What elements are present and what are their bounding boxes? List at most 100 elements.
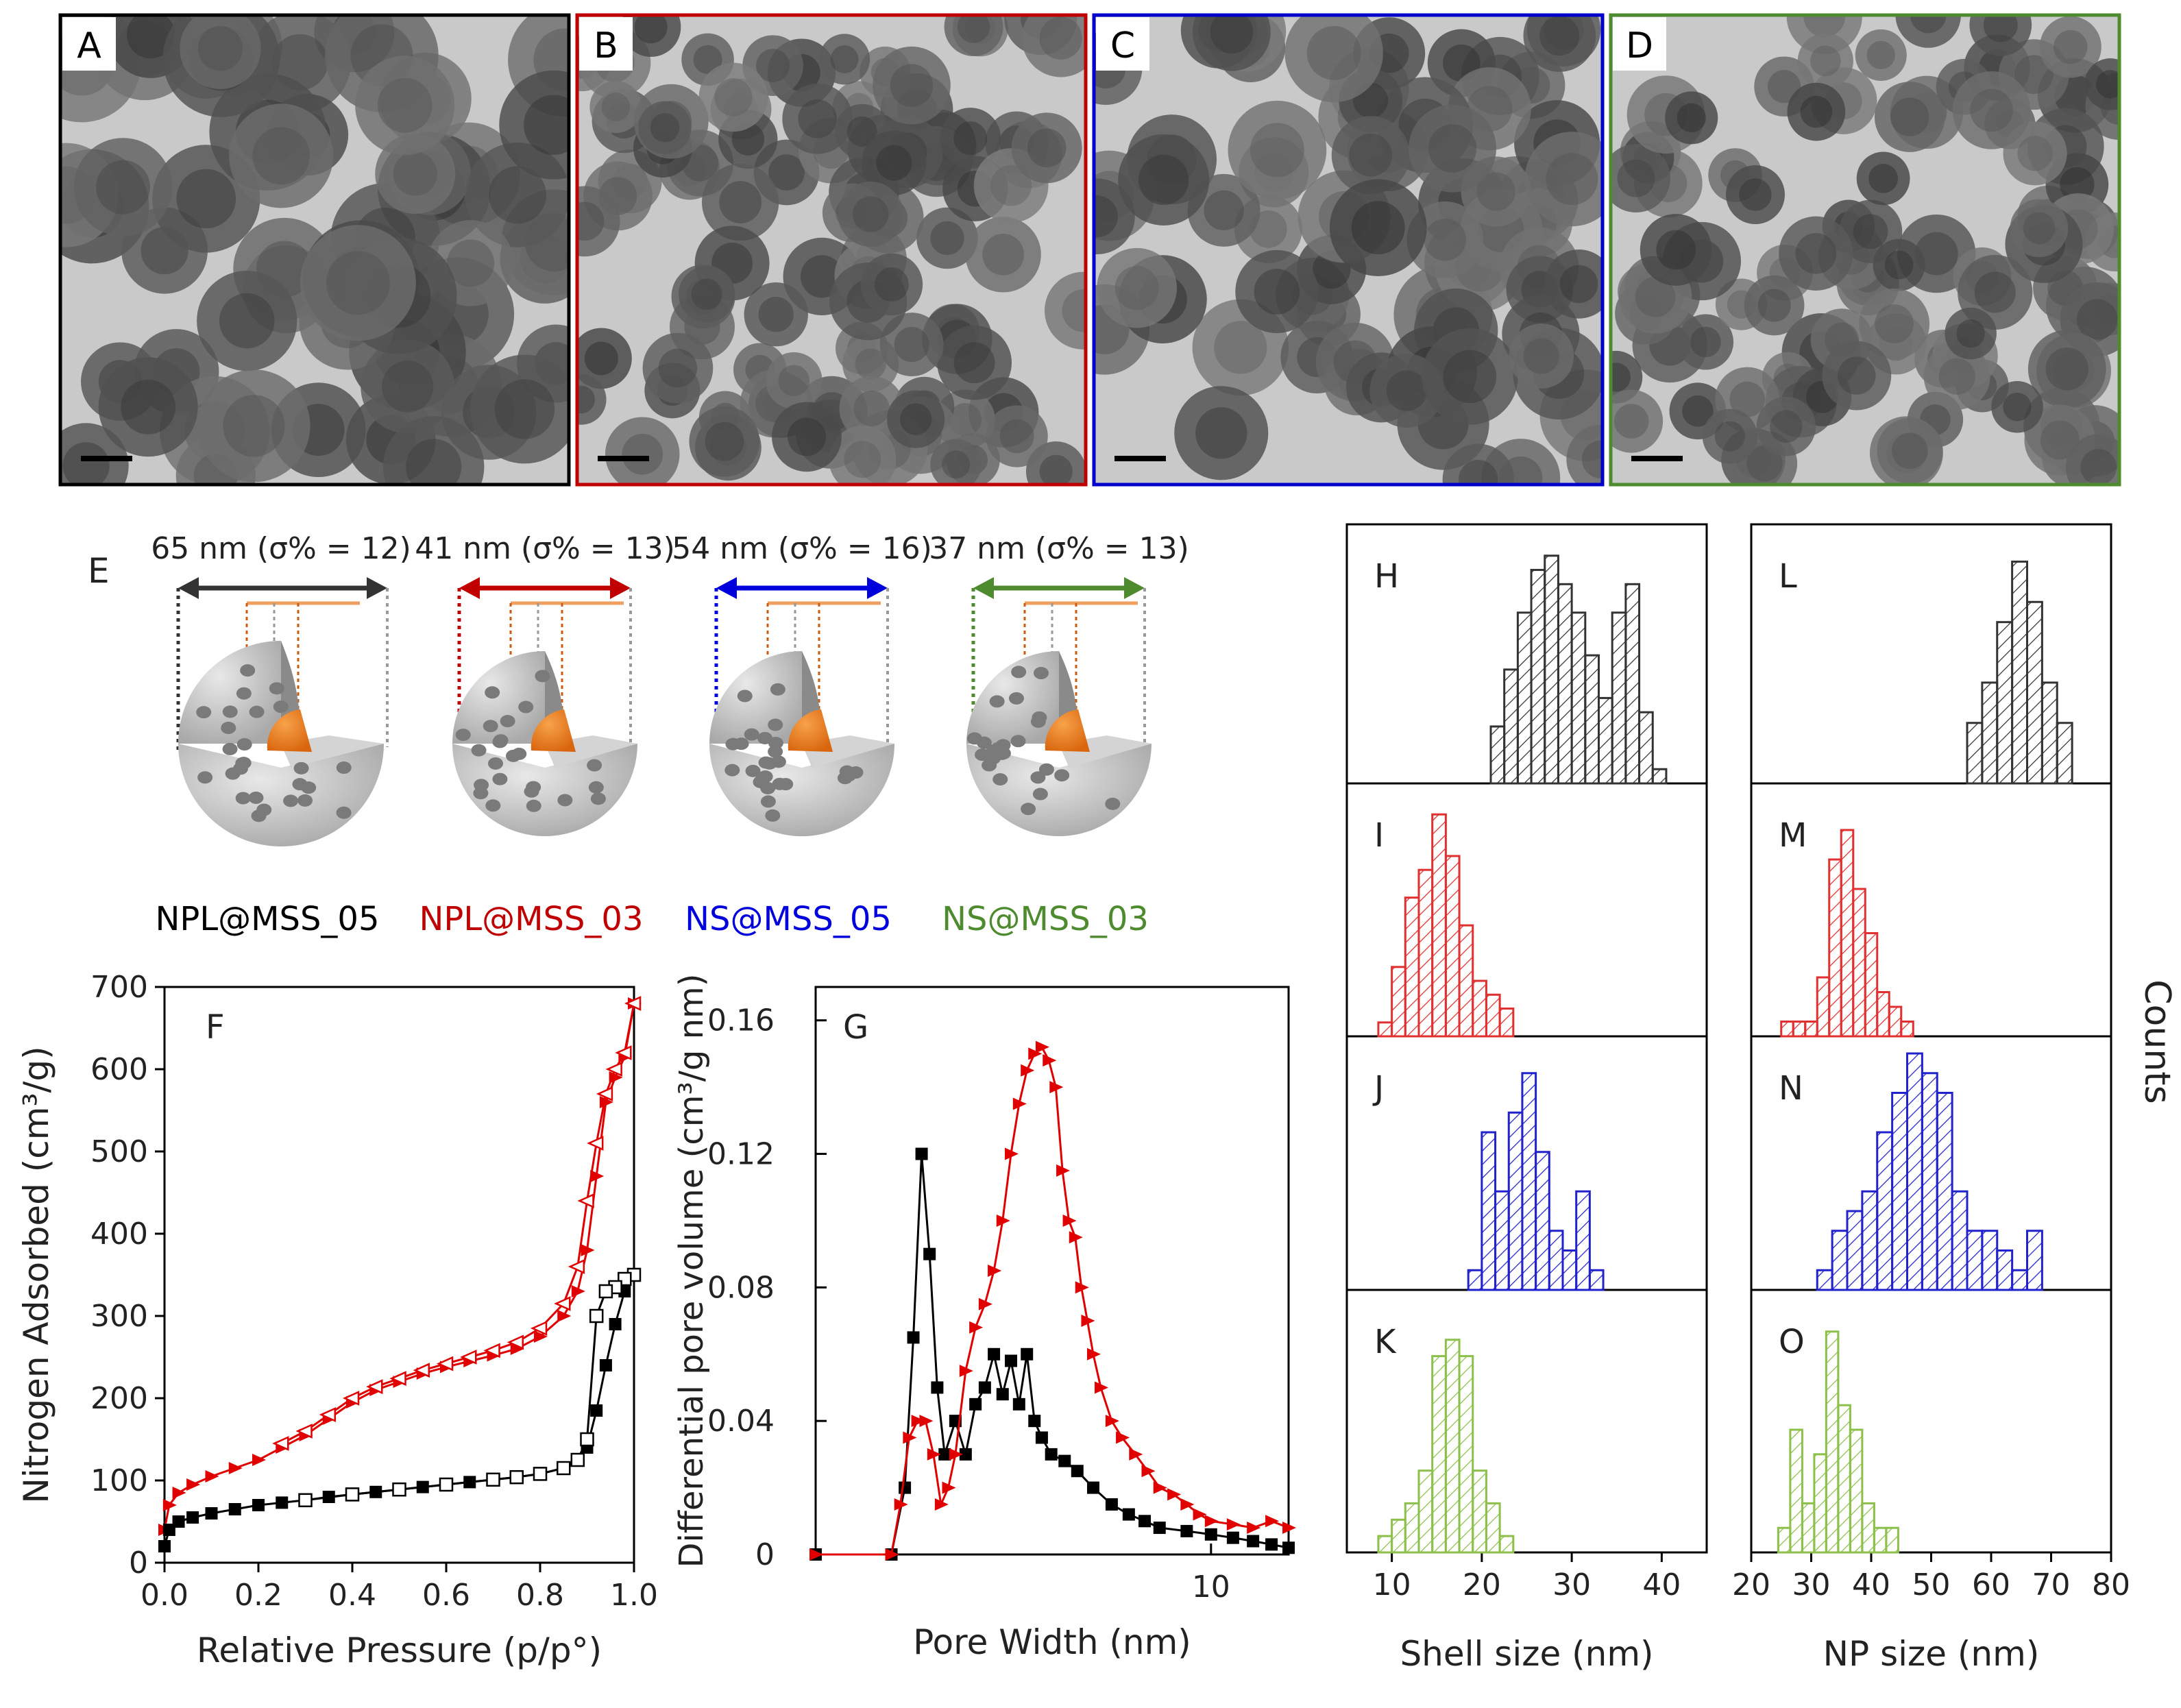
histogram-bar [1557,583,1573,785]
data-point [1086,1481,1099,1494]
data-point [885,1548,899,1561]
data-point [1095,1381,1109,1394]
x-axis-title: Relative Pressure (p/p°) [197,1631,602,1670]
x-tick-label: 30 [1552,1567,1591,1602]
data-point [903,1431,917,1444]
data-point [988,1347,1001,1361]
scale-bar [598,456,649,461]
data-point [1153,1522,1166,1535]
data-point [483,1343,500,1358]
histogram-bar [1816,976,1831,1038]
x-tick-label: 0.0 [141,1578,188,1613]
data-point [907,1331,920,1344]
data-point [252,1454,266,1466]
x-tick-label: 20 [1463,1567,1501,1602]
data-point [460,1350,477,1365]
tem-panel-border [575,13,1088,487]
data-point [587,1136,604,1151]
data-point [366,1379,383,1395]
y-tick-label: 100 [90,1463,148,1498]
y-tick-label: 200 [90,1381,148,1416]
histogram-bar [1458,1355,1474,1554]
histogram-label: K [1374,1323,1397,1361]
scale-bar [81,456,132,461]
data-point [186,1511,199,1524]
data-point [949,1448,963,1461]
histogram-bar [1846,1210,1864,1291]
series [809,1147,1295,1561]
histogram-bar [1852,888,1866,1038]
histogram-bar [1377,1535,1393,1554]
histogram-bar [1864,932,1879,1038]
histogram-bar [1570,611,1587,785]
histogram-bar [1498,1535,1515,1554]
histogram-bar [2026,1230,2043,1291]
data-point [1193,1508,1207,1521]
data-point [1204,1528,1217,1541]
y-tick-label: 0.16 [707,1003,775,1038]
histogram-bar [1813,1453,1827,1554]
histogram-bar [2011,1269,2028,1291]
panel-f-label: F [206,1008,225,1047]
y-tick-label: 500 [90,1134,148,1169]
tem-panel-a: A [58,13,571,487]
histogram-bar [1801,1502,1816,1554]
x-tick-label: 20 [1732,1567,1770,1602]
data-point [577,1193,594,1208]
histogram-j: J [1372,1069,1605,1291]
histogram-bar [1837,1404,1851,1554]
data-point [534,1330,548,1343]
x-tick-label: 50 [1912,1567,1951,1602]
data-point [1122,1508,1135,1521]
plot-frame [163,986,635,1564]
data-point [959,1365,973,1378]
tem-panels: A B C D [58,13,2121,487]
data-point [580,1432,594,1447]
y-tick-label: 300 [90,1299,148,1334]
x-tick-label: 1.0 [610,1578,658,1613]
x-axis-title: NP size (nm) [1823,1634,2040,1674]
histogram-bar [1951,1190,1969,1291]
histogram-bar [1828,858,1842,1038]
histogram-bar [2011,560,2028,785]
data-point [436,1356,454,1371]
data-point [959,1448,972,1461]
tem-panel-b: B [575,13,1088,487]
data-point [923,1247,936,1260]
tem-panel-label: D [1626,25,1653,66]
data-point [978,1381,991,1394]
data-point [295,1424,313,1439]
data-point [1045,1448,1058,1461]
size-label: 54 nm (σ% = 16) [672,531,932,566]
panel-g-label: G [843,1008,868,1047]
histogram-bar [1861,1502,1875,1554]
data-point [969,1321,984,1334]
data-point [938,1448,951,1461]
tem-panel-border [1092,13,1605,487]
data-point [1043,1054,1057,1067]
data-point [919,1415,934,1428]
data-point [413,1363,430,1378]
data-point [1012,1097,1027,1110]
data-point [172,1487,186,1499]
size-label: 41 nm (σ% = 13) [415,531,675,566]
tem-panel-d: D [1609,13,2121,487]
data-point [1265,1515,1280,1528]
histogram-bar [1417,1469,1434,1554]
data-point [1056,1164,1071,1177]
data-point [228,1462,243,1474]
histogram-bar [1825,1330,1840,1554]
data-point [272,1436,289,1451]
y-axis-title: Nitrogen Adsorbed (cm³/g) [16,1046,56,1503]
histogram-bar [1849,1428,1864,1554]
histogram-bar [1377,1021,1393,1038]
tem-panel-label: A [77,25,101,66]
histogram-bar [1404,896,1420,1038]
data-point [1265,1538,1278,1551]
histogram-m: M [1779,816,1914,1038]
data-point [1116,1431,1130,1444]
sample-name: NS@MSS_05 [685,900,892,938]
x-tick-label: 40 [1642,1567,1681,1602]
data-point [1005,1147,1019,1160]
histogram-bar [1638,711,1654,785]
